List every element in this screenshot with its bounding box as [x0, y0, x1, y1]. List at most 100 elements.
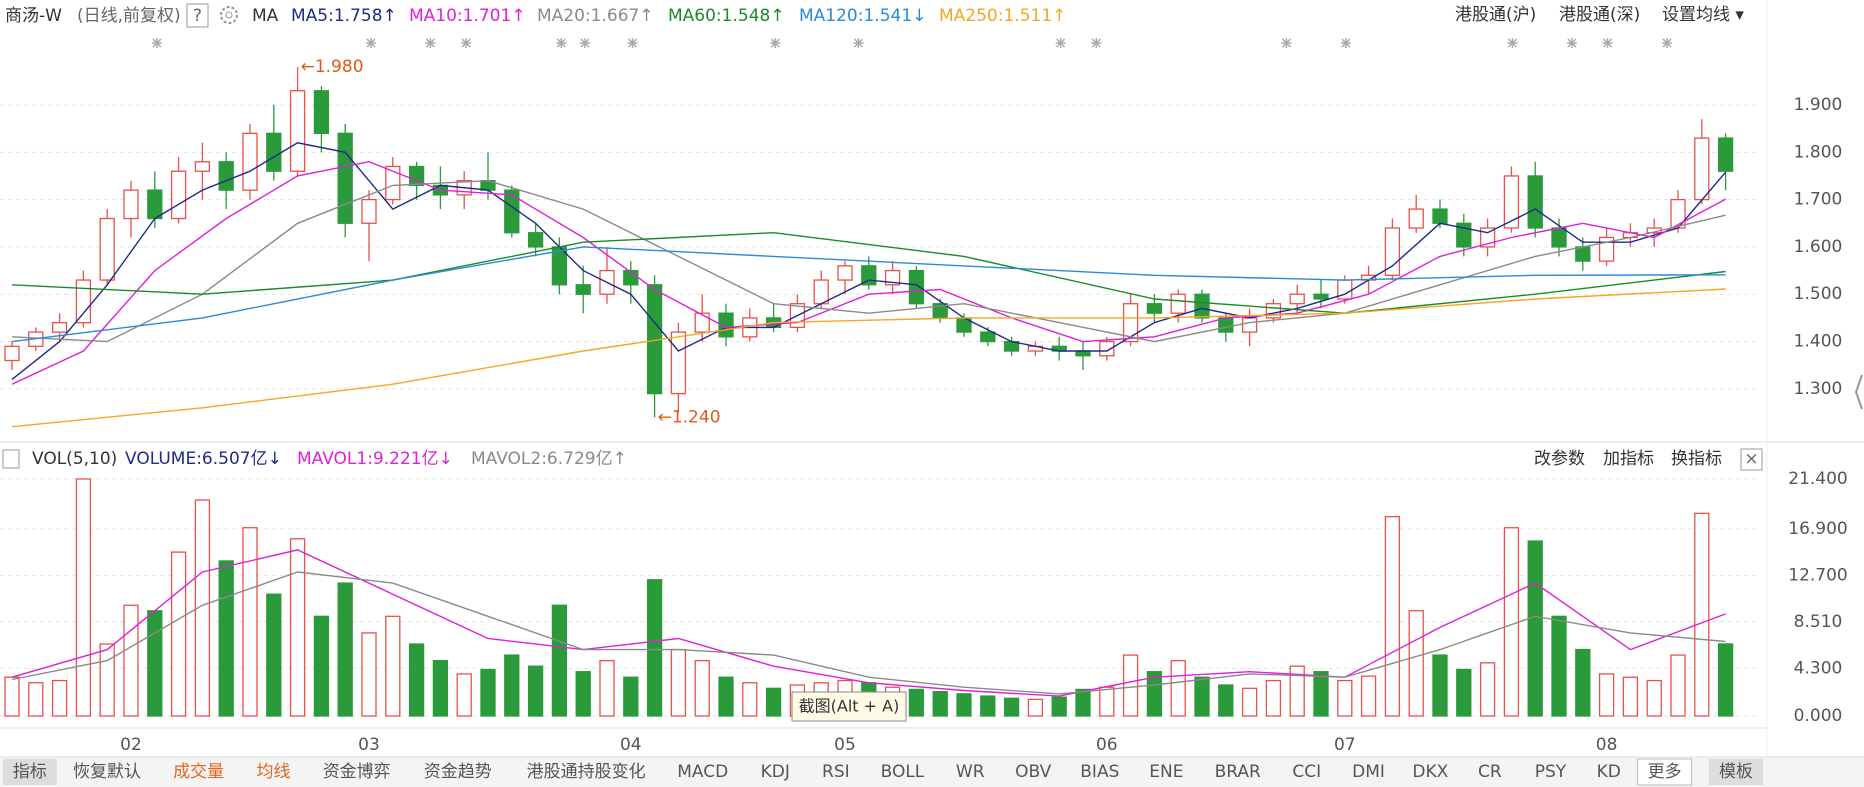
volume-bar [1313, 671, 1329, 717]
volume-bar [504, 654, 520, 717]
candle-body [99, 217, 115, 281]
legend-entry: MAVOL1:9.221亿↓ [297, 449, 453, 469]
volume-bar [1384, 516, 1401, 717]
event-marker[interactable] [1661, 38, 1672, 48]
tab[interactable]: PSY [1535, 762, 1567, 782]
volume-bar [575, 671, 591, 717]
event-marker[interactable] [425, 38, 436, 48]
event-marker[interactable] [1507, 38, 1518, 48]
help-box[interactable] [186, 3, 209, 28]
tab[interactable]: 资金博弈 [323, 762, 391, 782]
event-marker[interactable] [556, 38, 567, 48]
help[interactable]: ? [193, 6, 202, 26]
ma-line [11, 231, 1726, 314]
candle-body [884, 269, 901, 286]
close[interactable]: × [1744, 449, 1758, 469]
y-tick-label: 1.900 [1794, 95, 1843, 115]
volume-bar [1075, 688, 1091, 717]
action[interactable]: 加指标 [1603, 449, 1654, 469]
tab[interactable]: CCI [1292, 762, 1321, 782]
event-marker[interactable] [1566, 38, 1577, 48]
event-marker[interactable] [1055, 38, 1066, 48]
action[interactable]: 改参数 [1534, 449, 1585, 469]
volume-bar [1146, 671, 1163, 717]
tooltip-box [791, 691, 907, 722]
side-handle[interactable] [1854, 374, 1863, 410]
tab[interactable]: BOLL [881, 762, 925, 782]
tab[interactable]: DMI [1352, 762, 1385, 782]
tab[interactable]: 恢复默认 [73, 762, 141, 782]
ma-line [11, 160, 1726, 385]
candle-body [1218, 317, 1234, 333]
volume-bar [75, 478, 92, 717]
candle-body [147, 189, 163, 220]
candle-body [75, 279, 92, 324]
tab[interactable]: KDJ [761, 762, 790, 782]
candle-body [813, 279, 829, 305]
candle-body [194, 161, 211, 172]
tab[interactable]: 均线 [256, 762, 290, 782]
event-marker[interactable] [151, 38, 162, 48]
tab[interactable]: RSI [822, 762, 850, 782]
volume-bar [218, 560, 234, 717]
tab[interactable]: 港股通持股变化 [527, 762, 646, 782]
event-marker[interactable] [365, 38, 376, 48]
tab[interactable]: 模板 [1719, 762, 1753, 782]
tab[interactable]: DKX [1412, 762, 1448, 782]
volume-bar [51, 679, 68, 717]
volume-bar [432, 659, 449, 717]
candle-body [337, 132, 353, 224]
link[interactable]: 港股通(深) [1559, 5, 1640, 25]
candle-body [504, 189, 520, 234]
event-marker[interactable] [770, 38, 781, 48]
event-marker[interactable] [1281, 38, 1292, 48]
tab-box [2, 759, 57, 785]
volume-bar [1456, 668, 1472, 717]
volume-bar [1003, 697, 1020, 717]
indicator-name: MA [252, 6, 279, 26]
volume-title: VOL(5,10) [32, 449, 117, 469]
link[interactable]: 设置均线 ▾ [1662, 5, 1744, 25]
y-tick-label: 1.600 [1794, 237, 1843, 257]
candle-body [51, 321, 68, 333]
action[interactable]: 换指标 [1671, 449, 1722, 469]
tab[interactable]: 资金趋势 [424, 762, 492, 782]
ma-line [11, 142, 1727, 380]
tab[interactable]: KD [1597, 762, 1621, 782]
event-marker[interactable] [1091, 38, 1102, 48]
tab[interactable]: WR [956, 762, 985, 782]
tab[interactable]: OBV [1015, 762, 1052, 782]
candle-body [575, 284, 591, 295]
event-marker[interactable] [1340, 38, 1351, 48]
mode: (日线,前复权) [77, 6, 181, 26]
volume-bar [1027, 698, 1044, 717]
event-marker[interactable] [461, 38, 472, 48]
candle-body [1170, 293, 1186, 314]
tab[interactable]: BRAR [1215, 762, 1261, 782]
close-box[interactable] [1740, 448, 1763, 471]
candle-body [242, 132, 258, 191]
y-tick-label: 1.700 [1794, 190, 1843, 210]
volume-bar [1551, 615, 1567, 717]
settings-icon[interactable] [220, 6, 238, 24]
tab[interactable]: 成交量 [173, 762, 224, 782]
tab[interactable]: 更多 [1648, 762, 1682, 782]
candle-body [266, 132, 282, 172]
event-marker[interactable] [853, 38, 864, 48]
event-marker[interactable] [627, 38, 638, 48]
link[interactable]: 港股通(沪) [1455, 5, 1536, 25]
tab[interactable]: MACD [677, 762, 728, 782]
legend-entry: MAVOL2:6.729亿↑ [471, 449, 627, 469]
tab[interactable]: BIAS [1080, 762, 1119, 782]
volume-bar [1575, 648, 1591, 717]
panel-icon[interactable] [2, 449, 20, 469]
volume-bar [337, 582, 353, 717]
tab[interactable]: CR [1478, 762, 1502, 782]
event-marker[interactable] [1602, 38, 1613, 48]
volume-bar [1527, 540, 1543, 717]
event-marker[interactable] [579, 38, 590, 48]
tab[interactable]: 指标 [13, 762, 47, 782]
candle-body [1408, 208, 1424, 229]
volume-bar [1503, 527, 1520, 717]
tab[interactable]: ENE [1149, 762, 1183, 782]
